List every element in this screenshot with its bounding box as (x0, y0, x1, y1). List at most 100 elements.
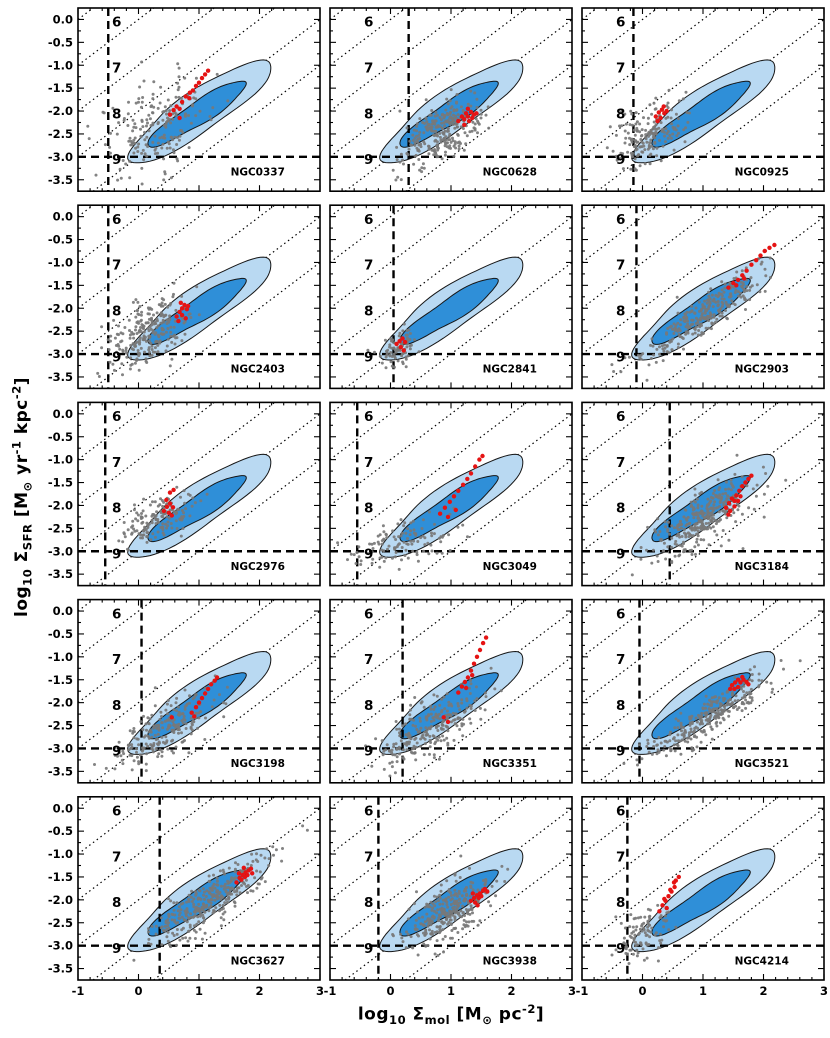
svg-text:-2.5: -2.5 (48, 521, 73, 535)
svg-text:9: 9 (364, 349, 373, 365)
svg-text:-1: -1 (324, 984, 337, 998)
svg-text:-1.5: -1.5 (48, 476, 73, 490)
gray-points-layer (622, 659, 802, 767)
galaxy-name-label: NGC3627 (231, 955, 285, 967)
panel-NGC3938: 6 7 8 9 NGC3938 -1 0 1 2 3 (324, 795, 576, 998)
svg-text:-0.5: -0.5 (48, 430, 73, 444)
svg-text:-1.0: -1.0 (48, 847, 73, 861)
reference-contours (379, 453, 524, 558)
panel-NGC3351: 6 7 8 9 NGC3351 (329, 598, 573, 784)
panel-content (78, 599, 320, 783)
red-points-layer (174, 300, 191, 324)
x-label-part: log (357, 1004, 390, 1025)
panel-NGC2403: 6 7 8 9 NGC2403 0.0 -0.5 -1.0 -1.5 -2.0 -2.5 -3.0 -3… (48, 204, 321, 390)
svg-text:7: 7 (364, 652, 373, 668)
svg-text:-3.0: -3.0 (48, 347, 73, 361)
red-points-layer (437, 453, 485, 520)
galaxy-name-label: NGC3521 (735, 758, 789, 770)
axis-frame (77, 7, 321, 192)
gray-points-layer (336, 506, 469, 571)
svg-text:8: 8 (364, 501, 373, 517)
svg-text:7: 7 (364, 455, 373, 471)
panel-content (78, 205, 320, 389)
svg-text:0.0: 0.0 (53, 407, 73, 421)
panel-content (330, 599, 572, 783)
reference-contours (631, 848, 776, 953)
svg-text:6: 6 (364, 409, 373, 425)
panel-NGC3627: 6 7 8 9 NGC3627 0.0 -0.5 -1.0 -1.5 -2.0 -2.5 -3.0 -3… (48, 795, 324, 998)
gray-points-layer (610, 249, 772, 382)
y-tick-labels: 0.0 -0.5 -1.0 -1.5 -2.0 -2.5 -3.0 -3.5 (48, 12, 73, 186)
svg-text:-3.5: -3.5 (48, 764, 73, 778)
y-tick-labels: 0.0 -0.5 -1.0 -1.5 -2.0 -2.5 -3.0 -3.5 (48, 604, 73, 778)
svg-text:7: 7 (616, 60, 625, 76)
gray-points-layer (605, 88, 691, 172)
panel-content (330, 402, 572, 586)
svg-text:-1.5: -1.5 (48, 278, 73, 292)
svg-text:-1: -1 (72, 984, 85, 998)
panel-content (78, 402, 320, 586)
svg-text:8: 8 (364, 303, 373, 319)
axis-frame (77, 795, 321, 981)
svg-text:6: 6 (112, 15, 121, 31)
svg-text:-3.5: -3.5 (48, 567, 73, 581)
depletion-time-labels: 6 7 8 9 (112, 212, 121, 365)
svg-text:7: 7 (364, 60, 373, 76)
svg-text:9: 9 (112, 941, 121, 957)
y-label-sub: SFR (20, 523, 35, 551)
y-label-sup: -2 (9, 385, 24, 400)
svg-text:-3.5: -3.5 (48, 962, 73, 976)
svg-text:-0.5: -0.5 (48, 824, 73, 838)
contour-inner (147, 475, 247, 543)
svg-text:9: 9 (364, 744, 373, 760)
svg-text:8: 8 (616, 106, 625, 122)
depletion-time-labels: 6 7 8 9 (364, 409, 373, 562)
panel-NGC0628: 6 7 8 9 NGC0628 (329, 7, 573, 192)
x-axis-label: log10 Σmol [M⊙ pc-2] (358, 1002, 544, 1027)
svg-text:-2.5: -2.5 (48, 916, 73, 930)
svg-text:7: 7 (112, 652, 121, 668)
y-label-part: Σ (12, 550, 33, 569)
svg-text:-3.5: -3.5 (48, 370, 73, 384)
galaxy-name-label: NGC0337 (231, 166, 285, 178)
x-label-part: ] (535, 1004, 545, 1025)
panel-NGC3049: 6 7 8 9 NGC3049 (329, 401, 573, 587)
svg-text:-3.0: -3.0 (48, 544, 73, 558)
panel-content (330, 205, 572, 389)
svg-text:3: 3 (568, 984, 576, 998)
svg-text:6: 6 (616, 15, 625, 31)
svg-text:-3.0: -3.0 (48, 939, 73, 953)
svg-text:-3.0: -3.0 (48, 741, 73, 755)
svg-text:-1.5: -1.5 (48, 673, 73, 687)
svg-text:9: 9 (112, 349, 121, 365)
svg-text:-2.5: -2.5 (48, 324, 73, 338)
svg-text:7: 7 (112, 849, 121, 865)
panel-NGC2903: 6 7 8 9 NGC2903 (581, 204, 825, 390)
svg-text:-0.5: -0.5 (48, 233, 73, 247)
panel-content (582, 796, 824, 980)
svg-text:8: 8 (112, 303, 121, 319)
panel-NGC3521: 6 7 8 9 NGC3521 (581, 598, 825, 784)
y-tick-labels: 0.0 -0.5 -1.0 -1.5 -2.0 -2.5 -3.0 -3.5 (48, 407, 73, 581)
galaxy-name-label: NGC2976 (231, 561, 285, 573)
galaxy-name-label: NGC0925 (735, 166, 789, 178)
panel-content (582, 402, 824, 586)
y-label-sub: 10 (20, 568, 35, 586)
depletion-time-labels: 6 7 8 9 (616, 15, 625, 168)
depletion-time-labels: 6 7 8 9 (616, 212, 625, 365)
sun-symbol: ⊙ (20, 481, 35, 492)
axis-frame (77, 401, 321, 587)
gray-points-layer (132, 824, 309, 962)
red-points-layer (657, 874, 681, 914)
svg-text:-2.5: -2.5 (48, 719, 73, 733)
svg-text:0.0: 0.0 (53, 210, 73, 224)
panel-NGC2976: 6 7 8 9 NGC2976 0.0 -0.5 -1.0 -1.5 -2.0 -2.5 -3.0 -3… (48, 401, 321, 587)
panel-content (330, 8, 572, 192)
svg-text:0: 0 (386, 984, 394, 998)
svg-text:9: 9 (364, 152, 373, 168)
depletion-time-labels: 6 7 8 9 (112, 803, 121, 956)
svg-text:7: 7 (112, 258, 121, 274)
svg-text:1: 1 (447, 984, 455, 998)
svg-text:-1.5: -1.5 (48, 870, 73, 884)
svg-text:8: 8 (112, 501, 121, 517)
